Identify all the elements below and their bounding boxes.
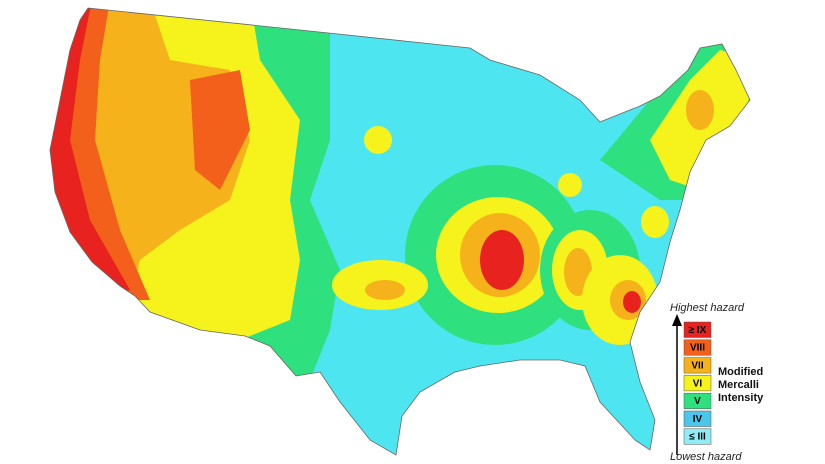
legend-swatch bbox=[683, 375, 712, 392]
legend-title: Modified bbox=[718, 366, 763, 378]
bottom-label: Lowest hazard bbox=[670, 451, 742, 463]
arrow-head bbox=[672, 314, 682, 326]
legend-label: ≤ III bbox=[689, 432, 706, 443]
legend-label: ≥ IX bbox=[689, 325, 707, 336]
legend-swatch bbox=[683, 428, 712, 445]
legend-swatch bbox=[683, 357, 712, 374]
legend-swatch bbox=[683, 339, 712, 356]
legend-swatch bbox=[683, 410, 712, 427]
legend-label: IV bbox=[693, 414, 703, 425]
legend-label: VIII bbox=[690, 343, 705, 354]
top-label: Highest hazard bbox=[670, 302, 745, 314]
legend-label: V bbox=[694, 396, 701, 407]
us-outline bbox=[49, 7, 751, 456]
legend-label: VI bbox=[693, 378, 703, 389]
legend-swatch bbox=[683, 321, 712, 338]
legend-swatch bbox=[683, 392, 712, 409]
legend-title: Mercalli bbox=[718, 379, 759, 391]
legend-label: VII bbox=[691, 360, 703, 371]
legend-title: Intensity bbox=[718, 392, 764, 404]
